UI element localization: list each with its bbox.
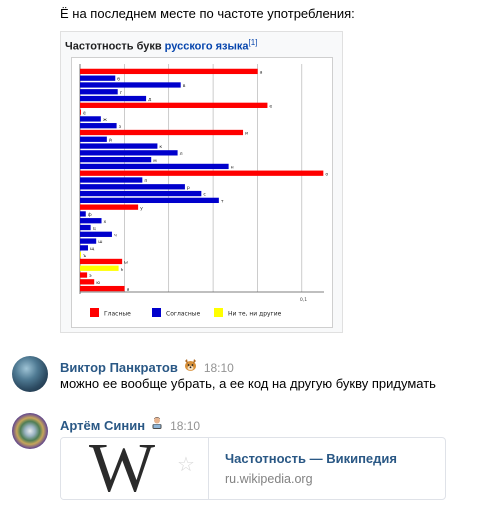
bar-label: а [260,71,263,76]
bar-ъ [80,252,81,258]
bar-label: в [183,84,186,89]
bar-label: ф [88,212,92,218]
x-tick-label: 0,1 [300,297,307,303]
bar-т [80,197,219,204]
legend-swatch [90,308,99,317]
bar-а [80,68,258,75]
bar-label: д [148,98,151,103]
caption-link[interactable]: русского языка [164,40,249,53]
legend-label: Гласные [104,311,131,318]
bar-р [80,184,185,190]
bar-label: о [325,172,328,177]
bar-у [80,204,139,210]
man-technologist-emoji [150,416,164,435]
bar-ч [80,231,112,237]
legend-swatch [214,308,223,317]
bar-label: ъ [83,254,86,259]
bar-label: ы [124,261,128,266]
puzzle-globe-icon: ☆ [177,454,195,476]
message-time[interactable]: 18:10 [170,418,201,433]
bar-в [80,82,181,88]
message-time[interactable]: 18:10 [203,360,234,375]
bar-ё [80,109,81,115]
bar-label: у [140,206,143,211]
legend-swatch [152,308,161,317]
bar-label: г [120,91,123,96]
legend-label: Ни те, ни другие [228,311,282,318]
bar-о [80,170,324,176]
bar-label: э [89,274,92,279]
message-header: Артём Синин 18:10 [60,416,200,435]
legend-label: Согласные [166,311,200,318]
bar-label: я [127,288,130,293]
bar-г [80,89,118,95]
bar-label: и [245,132,248,137]
bar-и [80,129,244,136]
bar-з [80,123,117,129]
author-name[interactable]: Виктор Панкратов [60,360,178,375]
bar-label: з [119,125,122,130]
dog-emoji [183,358,198,377]
bar-label: с [203,193,206,198]
figure-caption: Частотность букв русского языка[1] [65,38,258,53]
wikipedia-w-icon: W [89,438,156,499]
bar-label: р [187,186,190,191]
bar-label: ь [121,267,124,272]
bar-label: н [231,166,234,171]
bar-label: х [104,220,107,225]
bar-ц [80,224,91,231]
bar-label: т [221,200,224,205]
bar-л [80,150,178,156]
link-preview-card[interactable]: W ☆ Частотность — Википедия ru.wikipedia… [60,437,446,500]
message-header: Виктор Панкратов 18:10 [60,358,234,377]
message-text: можно ее вообще убрать, а ее код на друг… [60,376,436,391]
bar-э [80,272,88,278]
caption-reference[interactable]: [1] [248,38,258,47]
bar-б [80,75,116,81]
bar-label: ч [114,233,117,238]
bar-ю [80,279,95,285]
bar-м [80,156,152,163]
bar-п [80,177,143,183]
bar-label: ю [96,281,100,286]
bar-ы [80,258,123,265]
bar-label: ш [98,240,102,245]
bar-label: б [117,76,120,82]
author-name[interactable]: Артём Синин [60,418,146,433]
bar-ь [80,265,119,271]
bar-й [80,136,107,142]
link-title[interactable]: Частотность — Википедия [225,451,397,466]
chart-box: а б в г д е ё ж з и й к л м н о п р с т у ф х ц ч ш щ ъ ы ь э ю я 0,1 Глас… [71,57,333,328]
bar-ш [80,238,97,244]
bar-label: ц [93,227,96,232]
bar-щ [80,245,88,251]
bar-label: п [144,179,147,184]
bar-н [80,163,229,170]
avatar[interactable] [12,413,48,449]
message-text: Ё на последнем месте по частоте употребл… [60,6,355,21]
bar-label: й [109,136,112,143]
bar-е [80,102,268,108]
bar-label: ё [83,110,86,116]
bar-label: щ [90,247,95,252]
bar-label: ж [103,118,107,123]
wikipedia-logo: W ☆ [61,438,209,499]
bar-label: к [159,145,162,150]
bar-с [80,190,202,197]
bar-я [80,285,125,292]
bar-ж [80,116,101,122]
bar-к [80,143,158,149]
bar-label: л [180,152,183,157]
bar-label: е [269,104,272,109]
bar-х [80,218,102,224]
bar-label: м [153,159,157,164]
letter-frequency-chart: а б в г д е ё ж з и й к л м н о п р с т у ф х ц ч шщъ ыь эю я 0,1 Глас… [79,64,328,318]
bar-ф [80,211,86,217]
avatar[interactable] [12,356,48,392]
link-domain: ru.wikipedia.org [225,472,313,486]
bar-д [80,95,147,102]
chart-image[interactable]: Частотность букв русского языка[1] а б в г д… [60,31,343,333]
